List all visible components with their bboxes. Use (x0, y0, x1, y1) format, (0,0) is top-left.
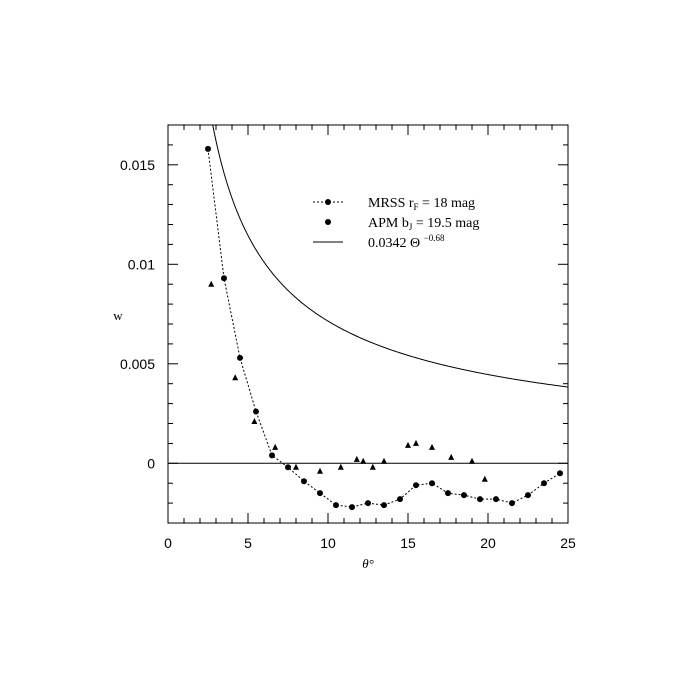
x-tick-label: 10 (320, 535, 336, 551)
y-tick-label: 0.005 (120, 356, 155, 372)
mrss-point (317, 490, 323, 497)
apm-point (272, 443, 279, 450)
mrss-point (365, 500, 371, 507)
x-tick-label: 5 (244, 535, 252, 551)
mrss-point (349, 504, 355, 511)
mrss-point (397, 496, 403, 503)
apm-point (481, 475, 488, 482)
y-tick-label: 0 (147, 455, 155, 471)
legend-circle-marker (325, 199, 331, 205)
series-2 (208, 280, 488, 482)
apm-point (208, 280, 215, 287)
apm-point (293, 463, 299, 470)
x-axis: 0 5 10 15 20 25 (164, 125, 576, 551)
mrss-point (381, 502, 387, 509)
mrss-point (445, 490, 451, 497)
y-tick-label: 0.015 (120, 157, 155, 173)
mrss-point (221, 275, 227, 282)
legend-item: 0.0342 Θ −0.68 (313, 233, 445, 251)
series-1 (205, 145, 563, 511)
mrss-point (461, 492, 467, 499)
mrss-point (301, 478, 307, 485)
apm-point (232, 374, 239, 381)
legend: MRSS rF = 18 mag APM bJ = 19.5 mag0.0342 … (313, 196, 479, 251)
mrss-point (541, 480, 547, 487)
apm-point (413, 439, 419, 446)
apm-point (448, 453, 455, 460)
legend-label: MRSS rF = 18 mag (368, 196, 475, 212)
series-3 (212, 124, 569, 388)
legend-item: MRSS rF = 18 mag (313, 196, 475, 212)
apm-point (469, 457, 475, 464)
legend-item: APM bJ = 19.5 mag (325, 216, 479, 232)
x-tick-label: 0 (164, 535, 172, 551)
y-tick-label: 0.01 (128, 256, 155, 272)
apm-point (317, 467, 323, 474)
apm-point (381, 457, 387, 464)
x-tick-label: 15 (400, 535, 416, 551)
mrss-point (413, 482, 419, 489)
mrss-point (253, 408, 259, 415)
mrss-point (285, 464, 291, 471)
mrss-point (269, 452, 275, 459)
mrss-point (333, 502, 339, 509)
apm-point (337, 463, 344, 470)
x-tick-label: 25 (560, 535, 576, 551)
mrss-point (205, 145, 211, 152)
y-axis: 0 0.005 0.01 0.015 (120, 124, 568, 524)
x-tick-label: 20 (480, 535, 496, 551)
apm-point (405, 441, 411, 448)
mrss-point (237, 354, 243, 361)
apm-point (369, 463, 376, 470)
apm-point (251, 418, 258, 425)
apm-point (353, 455, 360, 462)
y-axis-label: w (113, 308, 123, 323)
series-layer (168, 124, 569, 511)
mrss-point (509, 500, 515, 507)
legend-circle-marker (325, 219, 331, 225)
mrss-point (429, 480, 435, 487)
mrss-point (557, 470, 563, 477)
apm-point (360, 457, 367, 464)
mrss-point (493, 496, 499, 503)
legend-label: APM bJ = 19.5 mag (368, 216, 479, 232)
legend-label: 0.0342 Θ −0.68 (368, 233, 445, 251)
apm-point (429, 443, 435, 450)
x-axis-label: θ° (362, 556, 374, 571)
mrss-point (525, 492, 531, 499)
mrss-point (477, 496, 483, 503)
power-law-fit-line (212, 124, 569, 388)
